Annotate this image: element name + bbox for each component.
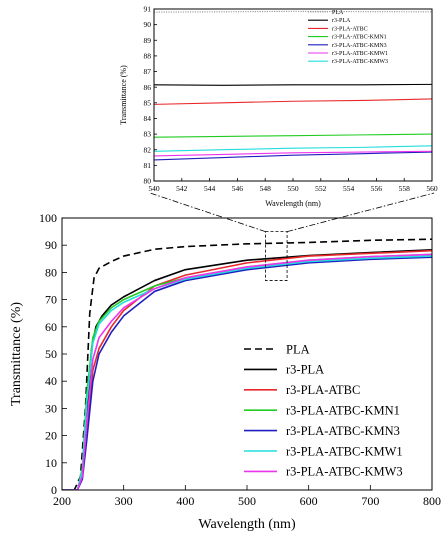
series-line-r3-pla-atbc-kmn1	[154, 133, 432, 138]
x-tick-label: 544	[204, 184, 216, 193]
series-line-pla	[154, 10, 432, 13]
series-line-pla	[62, 238, 432, 490]
series-group	[62, 238, 432, 490]
series-line-r3-pla	[154, 83, 432, 86]
y-tick-label: 0	[51, 483, 57, 497]
y-tick-label: 88	[144, 52, 152, 61]
y-tick-label: 81	[144, 161, 152, 170]
zoom-connector-left	[149, 192, 266, 232]
x-tick-label: 558	[399, 184, 411, 193]
chart-inset: 540 542 544 546 548 550 552 554 556 558 560 80 81 82 8…	[119, 5, 438, 208]
y-tick-label: 10	[45, 456, 57, 470]
legend-label-r3-pla: r3-PLA	[332, 18, 351, 24]
legend-label-r3-pla-atbc-kmn3: r3-PLA-ATBC-KMN3	[332, 43, 387, 49]
legend: PLA r3-PLA r3-PLA-ATBC r3-PLA-ATBC-KMN1 r3-P…	[244, 342, 403, 479]
legend-label-r3-pla-atbc-kmn1: r3-PLA-ATBC-KMN1	[332, 35, 387, 41]
x-tick-label: 300	[115, 494, 133, 508]
x-tick-label: 400	[176, 494, 194, 508]
legend-label-r3-pla-atbc-kmn3: r3-PLA-ATBC-KMN3	[286, 424, 400, 438]
series-line-r3-pla-atbc-kmn3	[154, 151, 432, 161]
y-tick-label: 82	[144, 145, 152, 154]
y-tick-label: 91	[144, 5, 152, 14]
x-tick-label: 700	[361, 494, 379, 508]
x-tick-label: 200	[53, 494, 71, 508]
y-tick-label: 87	[144, 67, 152, 76]
x-tick-label: 540	[148, 184, 160, 193]
zoom-connector-right	[286, 192, 435, 232]
legend-label-r3-pla-atbc-kmw1: r3-PLA-ATBC-KMW1	[286, 444, 403, 458]
x-tick-label: 542	[176, 184, 188, 193]
x-tick-label: 800	[423, 494, 441, 508]
y-tick-label: 85	[144, 98, 152, 107]
series-line-r3-pla-atbc-kmw1	[154, 150, 432, 157]
legend-label-pla: PLA	[332, 10, 344, 16]
legend-label-r3-pla-atbc: r3-PLA-ATBC	[332, 26, 368, 32]
y-tick-label: 60	[45, 320, 57, 334]
y-tick-label: 70	[45, 293, 57, 307]
legend-label-r3-pla: r3-PLA	[286, 363, 324, 377]
y-tick-label: 80	[144, 177, 152, 186]
x-tick-label: 552	[315, 184, 327, 193]
x-axis-label: Wavelength (nm)	[265, 199, 321, 208]
x-tick-label: 556	[371, 184, 383, 193]
y-tick-label: 89	[144, 36, 152, 45]
y-tick-label: 86	[144, 83, 152, 92]
x-tick-label: 560	[426, 184, 438, 193]
y-tick-label: 50	[45, 347, 57, 361]
x-tick-label: 600	[300, 494, 318, 508]
legend: PLA r3-PLA r3-PLA-ATBC r3-PLA-ATBC-KMN1 r3-P…	[308, 10, 388, 65]
x-tick-label: 548	[260, 184, 272, 193]
x-tick-label: 546	[232, 184, 244, 193]
y-axis-label: Transmittance (%)	[9, 302, 24, 406]
zoom-region-box	[265, 231, 288, 281]
y-tick-label: 83	[144, 130, 152, 139]
y-tick-label: 20	[45, 429, 57, 443]
y-tick-label: 40	[45, 374, 57, 388]
series-line-r3-pla-atbc-kmw3	[62, 253, 432, 490]
series-line-r3-pla-atbc-kmw3	[154, 145, 432, 152]
chart-main: 200 300 400 500 600 700 800 0 10 20 30 40 50 60 70 80 90…	[9, 211, 441, 532]
legend-label-r3-pla-atbc-kmw3: r3-PLA-ATBC-KMW3	[332, 59, 388, 65]
series-line-r3-pla-atbc	[154, 98, 432, 105]
x-axis-label: Wavelength (nm)	[198, 517, 296, 532]
x-tick-label: 500	[238, 494, 256, 508]
x-tick-label: 554	[343, 184, 355, 193]
y-tick-label: 90	[45, 238, 57, 252]
series-group	[154, 10, 432, 161]
y-tick-label: 30	[45, 401, 57, 415]
y-tick-label: 84	[144, 114, 152, 123]
y-axis-label: Transmittance (%)	[119, 65, 128, 125]
legend-label-r3-pla-atbc-kmw1: r3-PLA-ATBC-KMW1	[332, 51, 388, 57]
y-tick-label: 100	[39, 211, 57, 225]
legend-label-r3-pla-atbc: r3-PLA-ATBC	[286, 383, 360, 397]
y-tick-label: 80	[45, 265, 57, 279]
legend-label-pla: PLA	[286, 342, 310, 356]
legend-label-r3-pla-atbc-kmw3: r3-PLA-ATBC-KMW3	[286, 465, 403, 479]
legend-label-r3-pla-atbc-kmn1: r3-PLA-ATBC-KMN1	[286, 404, 400, 418]
y-tick-label: 90	[144, 20, 152, 29]
x-tick-label: 550	[287, 184, 299, 193]
